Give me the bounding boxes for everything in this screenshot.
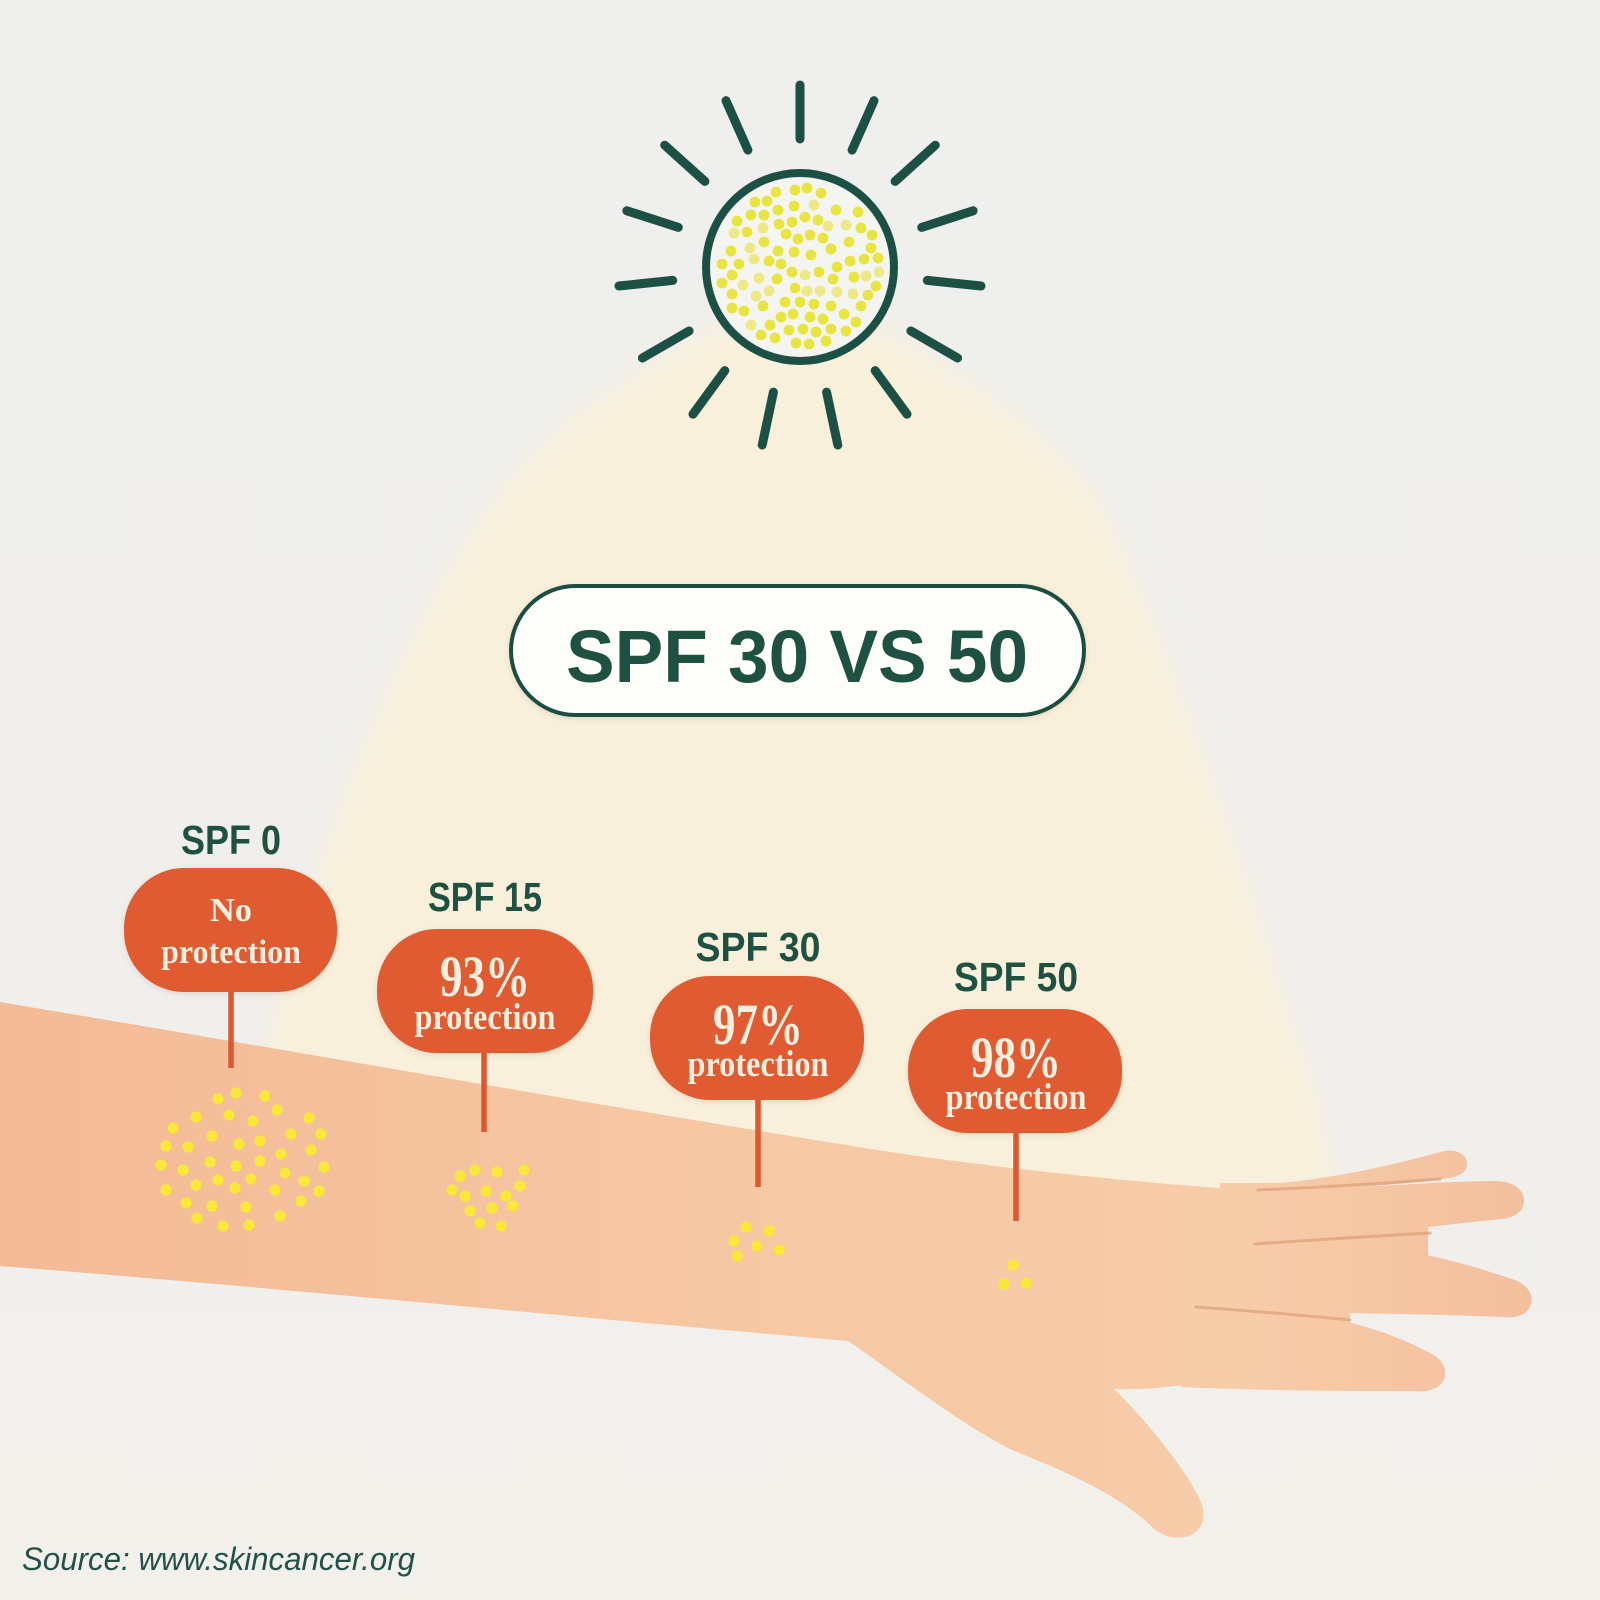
svg-text:97%: 97% <box>713 992 803 1057</box>
svg-text:SPF 0: SPF 0 <box>181 817 281 863</box>
svg-text:SPF 30 VS 50: SPF 30 VS 50 <box>566 615 1028 698</box>
svg-text:SPF 30: SPF 30 <box>696 924 821 970</box>
svg-text:SPF 15: SPF 15 <box>428 874 542 920</box>
svg-text:93%: 93% <box>440 944 530 1009</box>
svg-text:protection: protection <box>415 997 556 1038</box>
svg-text:SPF 50: SPF 50 <box>954 954 1078 1000</box>
svg-text:No: No <box>210 892 252 929</box>
svg-text:Source: www.skincancer.org: Source: www.skincancer.org <box>22 1541 415 1577</box>
svg-text:protection: protection <box>688 1044 829 1085</box>
svg-text:98%: 98% <box>971 1025 1061 1090</box>
svg-text:protection: protection <box>946 1077 1087 1118</box>
svg-text:protection: protection <box>161 934 301 971</box>
